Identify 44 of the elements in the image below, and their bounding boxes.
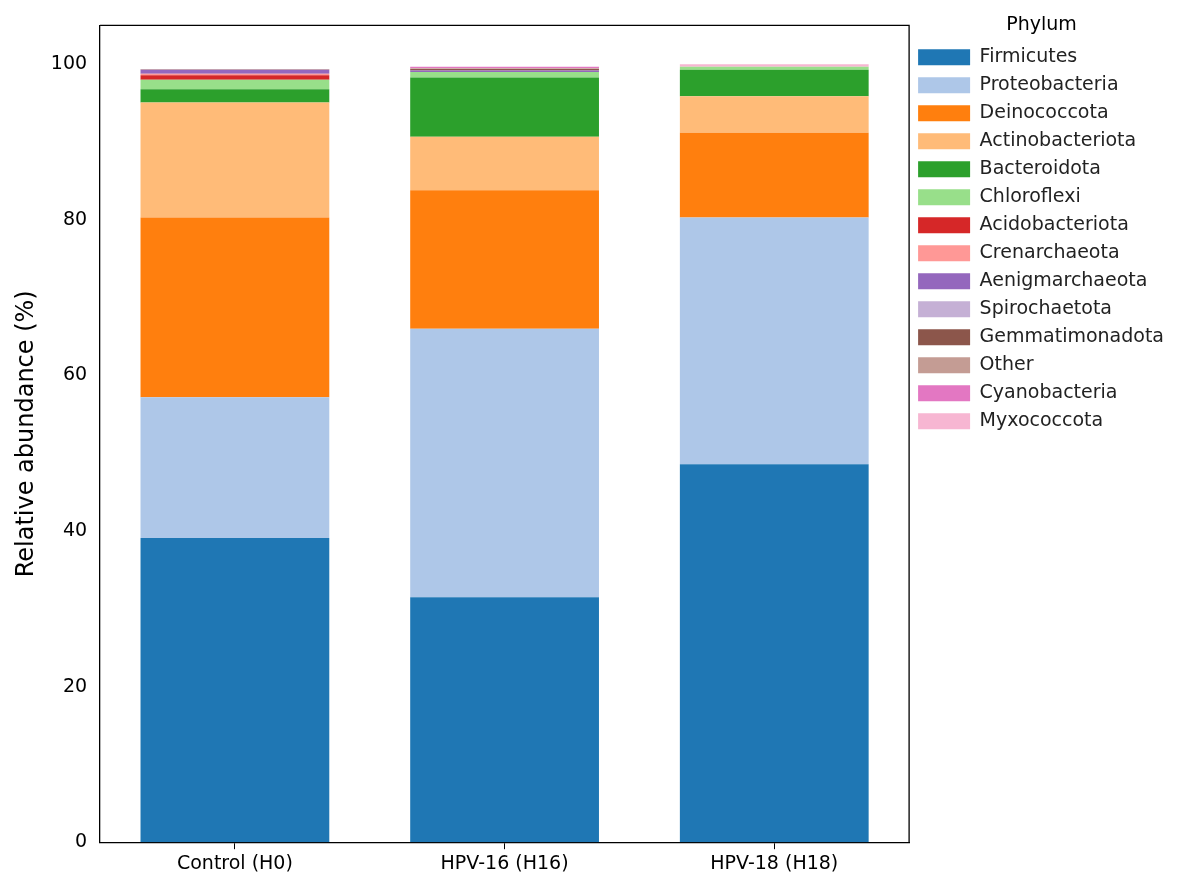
y-tick-label: 0 [74, 829, 88, 852]
y-tick-label: 80 [62, 206, 88, 229]
legend-label: Acidobacteriota [979, 212, 1129, 235]
bar [679, 217, 869, 465]
legend-label: Spirochaetota [979, 296, 1113, 319]
legend-label: Gemmatimonadota [979, 324, 1165, 347]
legend-label: Firmicutes [979, 44, 1078, 67]
bar [410, 72, 599, 78]
legend-title: Phylum [1006, 12, 1077, 35]
legend-label: Bacteroidota [979, 156, 1101, 179]
bar [410, 77, 599, 137]
legend-label: Proteobacteria [979, 72, 1119, 95]
legend-label: Deinococcota [979, 100, 1109, 123]
bar [140, 75, 330, 80]
y-axis-title: Relative abundance (%) [10, 290, 39, 578]
bar [140, 102, 330, 218]
bar [679, 464, 869, 843]
bar [140, 397, 330, 539]
y-tick-label: 40 [62, 517, 88, 540]
bar [410, 136, 599, 191]
x-tick-label: Control (H0) [176, 850, 293, 873]
legend-label: Crenarchaeota [979, 240, 1120, 263]
legend-label: Other [979, 352, 1034, 375]
bar [140, 69, 330, 74]
legend-label: Cyanobacteria [979, 380, 1118, 403]
legend-label: Aenigmarchaeota [979, 268, 1148, 291]
bar [679, 96, 869, 133]
bar [410, 597, 599, 843]
bar [679, 69, 869, 97]
y-tick-label: 20 [62, 673, 88, 696]
y-tick-label: 60 [62, 362, 88, 385]
bar [410, 328, 599, 598]
bar [679, 132, 869, 218]
x-tick-label: HPV-18 (H18) [710, 850, 839, 873]
legend-label: Actinobacteriota [979, 128, 1137, 151]
legend-label: Chloroflexi [979, 184, 1081, 207]
bar [410, 190, 599, 329]
x-tick-label: HPV-16 (H16) [440, 850, 569, 873]
legend-label: Myxococcota [979, 408, 1104, 431]
bar [140, 538, 330, 843]
bar [140, 89, 330, 103]
y-tick-label: 100 [50, 51, 88, 74]
bar [140, 217, 330, 398]
bar [140, 79, 330, 90]
